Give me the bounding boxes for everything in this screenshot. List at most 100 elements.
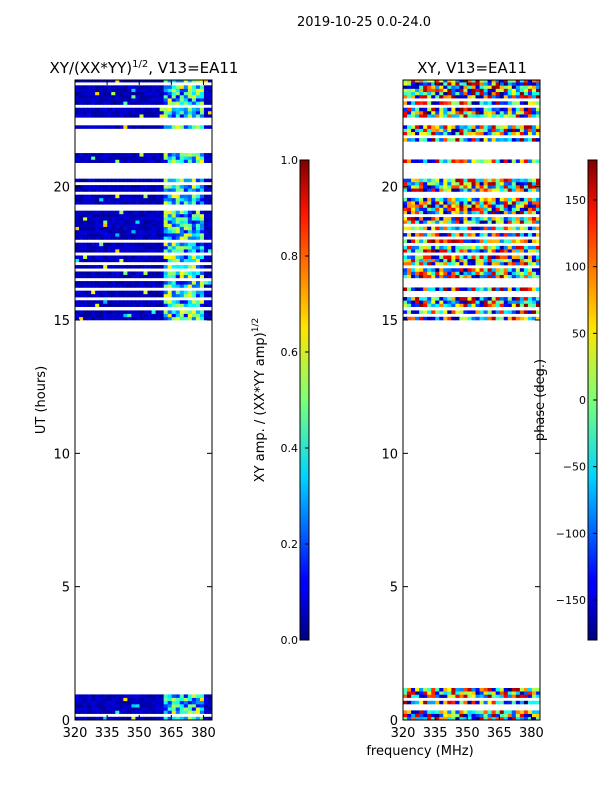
amplitude-heatmap-cell [127, 213, 132, 218]
phase-heatmap-cell [403, 716, 408, 720]
phase-heatmap-cell [407, 107, 412, 112]
amplitude-heatmap-cell [103, 290, 108, 295]
amplitude-heatmap-cell [191, 284, 197, 288]
amplitude-heatmap-cell [167, 271, 173, 275]
phase-heatmap-cell [519, 226, 525, 231]
amplitude-heatmap-cell [75, 281, 80, 285]
amplitude-heatmap-cell [111, 91, 116, 96]
amplitude-heatmap-cell [107, 114, 112, 118]
amplitude-heatmap-cell [171, 249, 177, 253]
phase-heatmap-cell [495, 700, 501, 705]
amplitude-heatmap-cell [195, 700, 201, 705]
amplitude-heatmap-cell [99, 284, 104, 288]
amplitude-heatmap-cell [195, 716, 201, 720]
phase-heatmap-cell [527, 716, 533, 720]
phase-heatmap-cell [407, 271, 412, 275]
amplitude-heatmap-cell [95, 125, 100, 129]
amplitude-heatmap-cell [99, 265, 104, 269]
phase-heatmap-cell [407, 138, 412, 142]
phase-heatmap-cell [407, 204, 412, 208]
amplitude-heatmap-cell [95, 245, 100, 250]
amplitude-heatmap-cell [115, 226, 120, 231]
amplitude-heatmap-cell [79, 159, 84, 163]
amplitude-heatmap-cell [167, 101, 173, 105]
phase-heatmap-cell [451, 85, 456, 89]
phase-heatmap-cell [535, 287, 540, 291]
amplitude-heatmap-cell [191, 694, 197, 698]
amplitude-heatmap-cell [123, 249, 128, 253]
amplitude-heatmap-cell [191, 188, 197, 192]
phase-heatmap-cell [519, 128, 525, 133]
phase-heatmap-cell [527, 274, 533, 279]
phase-heatmap-cell [471, 316, 477, 321]
phase-heatmap-cell [443, 239, 448, 243]
amplitude-heatmap-cell [159, 716, 165, 720]
phase-heatmap-cell [471, 239, 477, 243]
amplitude-heatmap-cell [123, 197, 128, 202]
amplitude-heatmap-cell [75, 258, 80, 263]
amplitude-heatmap-cell [179, 313, 185, 318]
amplitude-heatmap-cell [95, 217, 100, 221]
phase-heatmap-cell [511, 268, 517, 272]
amplitude-heatmap-cell [123, 300, 128, 304]
amplitude-heatmap-cell [191, 310, 197, 314]
amplitude-heatmap-cell [199, 310, 205, 314]
amplitude-heatmap-cell [79, 156, 84, 160]
amplitude-heatmap-cell [139, 716, 144, 720]
phase-heatmap-cell [483, 249, 489, 253]
phase-heatmap-cell [475, 316, 481, 321]
amplitude-heatmap-cell [103, 178, 108, 183]
phase-heatmap-cell [531, 255, 537, 259]
phase-heatmap-cell [459, 245, 464, 250]
amplitude-heatmap-cell [171, 300, 177, 304]
amplitude-heatmap-cell [159, 188, 165, 192]
phase-heatmap-cell [487, 181, 493, 186]
phase-heatmap-cell [487, 80, 493, 83]
phase-heatmap-cell [471, 217, 477, 221]
amplitude-heatmap-cell [79, 98, 84, 102]
amplitude-heatmap-cell [103, 194, 108, 199]
phase-heatmap-cell [515, 249, 521, 253]
phase-heatmap-cell [475, 258, 481, 263]
phase-heatmap-cell [535, 261, 540, 266]
amplitude-heatmap-cell [123, 85, 128, 89]
amplitude-heatmap-cell [139, 156, 144, 160]
amplitude-heatmap-cell [111, 201, 116, 205]
phase-heatmap-cell [467, 207, 472, 211]
phase-heatmap-cell [483, 316, 489, 321]
phase-heatmap-cell [475, 128, 481, 133]
phase-heatmap-cell [403, 181, 408, 186]
amplitude-heatmap-cell [95, 697, 100, 702]
amplitude-heatmap-cell [139, 300, 144, 304]
amplitude-heatmap-cell [195, 188, 201, 192]
phase-heatmap-cell [491, 249, 497, 253]
phase-heatmap-cell [499, 258, 505, 263]
amplitude-heatmap-cell [83, 707, 88, 711]
amplitude-heatmap-cell [119, 197, 124, 202]
phase-heatmap-cell [487, 204, 493, 208]
amplitude-heatmap-cell [79, 271, 84, 275]
amplitude-heatmap-cell [195, 229, 201, 234]
phase-heatmap-cell [419, 178, 424, 183]
amplitude-heatmap-cell [183, 716, 189, 720]
amplitude-heatmap-cell [191, 245, 197, 250]
amplitude-heatmap-cell [151, 290, 157, 295]
amplitude-heatmap-cell [179, 185, 185, 189]
amplitude-heatmap-cell [87, 210, 92, 215]
phase-heatmap-cell [427, 101, 432, 105]
phase-heatmap-cell [519, 217, 525, 221]
phase-heatmap-cell [411, 178, 416, 183]
phase-heatmap-cell [495, 82, 501, 86]
amplitude-heatmap-cell [135, 226, 140, 231]
phase-heatmap-cell [475, 245, 481, 250]
amplitude-heatmap-cell [163, 114, 169, 118]
phase-heatmap-cell [499, 88, 505, 93]
phase-heatmap-cell [459, 185, 464, 189]
phase-heatmap-cell [491, 80, 497, 83]
amplitude-heatmap-cell [103, 694, 108, 698]
phase-heatmap-cell [503, 220, 509, 224]
amplitude-heatmap-cell [159, 185, 165, 189]
amplitude-colorbar-tick-label: 1.0 [281, 154, 299, 167]
phase-heatmap-cell [471, 131, 477, 136]
phase-heatmap-cell [407, 287, 412, 291]
